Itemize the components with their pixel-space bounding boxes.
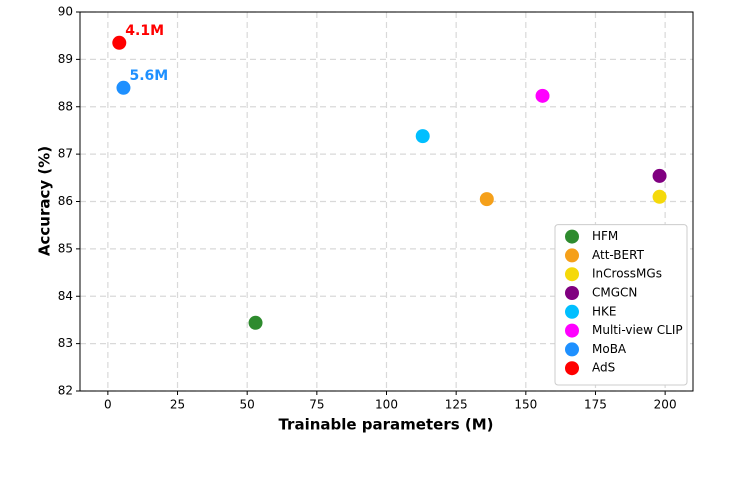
x-tick-label: 0 [104,398,112,412]
point [248,315,263,330]
legend-marker [565,267,579,282]
x-tick-label: 125 [445,398,468,412]
legend-label: HFM [592,229,618,243]
point-label: 4.1M [125,23,164,39]
y-tick-label: 83 [58,336,73,350]
y-axis-title: Accuracy (%) [36,146,54,256]
x-tick-label: 200 [654,398,677,412]
y-tick-label: 87 [58,147,73,161]
x-tick-label: 175 [584,398,607,412]
x-tick-label: 75 [309,398,324,412]
point [479,192,494,207]
y-tick-label: 82 [58,384,73,398]
point-label: 5.6M [129,68,168,84]
point [116,80,131,95]
legend-label: MoBA [592,342,627,356]
legend-marker [565,323,579,338]
legend-marker [565,342,579,357]
x-axis-title: Trainable parameters (M) [278,416,493,434]
x-tick-label: 150 [514,398,537,412]
legend-marker [565,248,579,263]
point [652,168,667,183]
legend-marker [565,286,579,300]
legend-box [554,224,688,386]
legend-label: Multi-view CLIP [592,323,683,337]
point [535,88,550,103]
y-tick-label: 84 [58,289,73,303]
point [415,129,430,144]
y-tick-label: 85 [58,241,73,255]
x-tick-label: 100 [375,398,398,412]
legend-marker [565,361,579,376]
legend-label: CMGCN [592,286,637,300]
point [112,35,127,50]
legend-label: Att-BERT [592,248,645,262]
legend-marker [565,304,579,319]
legend-label: AdS [592,361,615,375]
y-tick-label: 88 [58,99,73,113]
x-tick-label: 25 [170,398,185,412]
legend-marker [565,229,579,244]
plot-frame [79,11,694,392]
x-tick-label: 50 [240,398,255,412]
y-tick-label: 90 [58,5,73,19]
legend-label: HKE [592,304,616,318]
legend-label: InCrossMGs [592,267,662,281]
point [652,189,667,204]
y-tick-label: 89 [58,52,73,66]
y-tick-label: 86 [58,194,73,208]
